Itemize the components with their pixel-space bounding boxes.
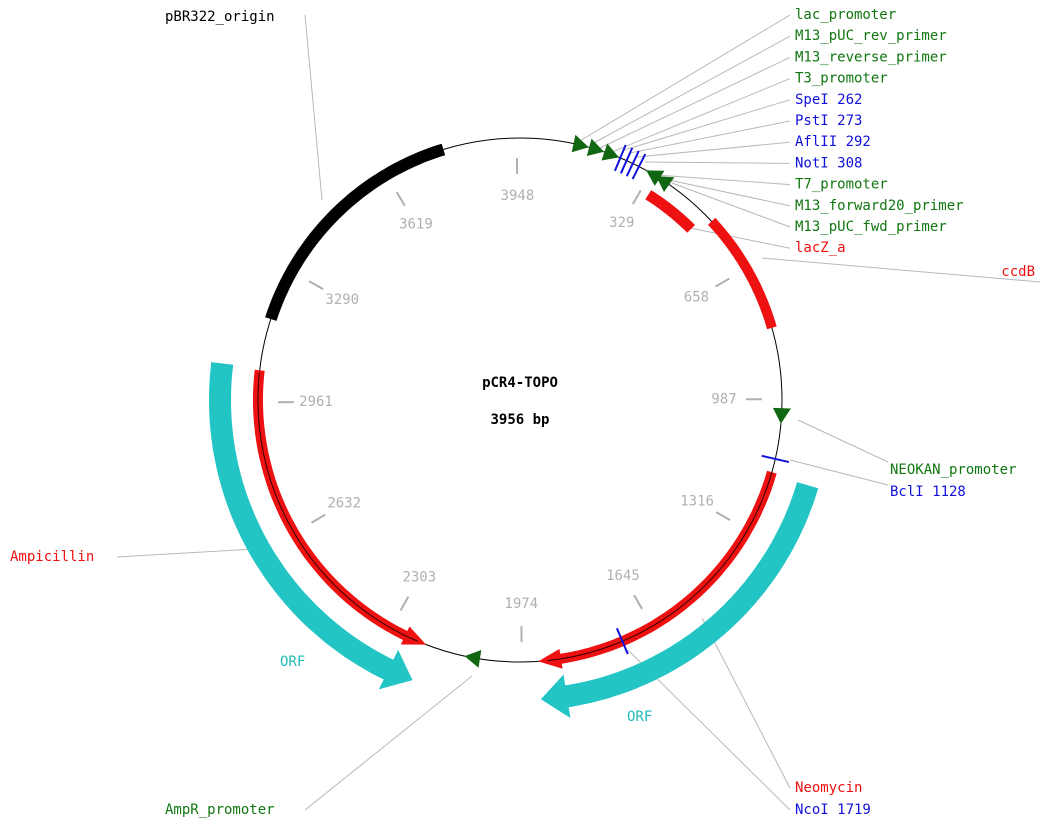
feature-label: Ampicillin	[10, 549, 94, 565]
promoter-arrow	[586, 138, 604, 156]
leader-line	[789, 459, 889, 486]
leader-line	[655, 174, 791, 186]
feature-label: PstI 273	[795, 113, 862, 129]
site-mark	[613, 144, 627, 172]
gene-line	[257, 372, 418, 642]
tick-label: 2961	[299, 394, 333, 410]
tick-label: 658	[684, 290, 709, 306]
tick-label: 3948	[501, 188, 535, 204]
leader-line	[663, 178, 791, 207]
leader-line	[629, 120, 791, 154]
site-label: NcoI 1719	[795, 802, 871, 818]
tick-label: 3619	[399, 217, 433, 233]
gene-line	[547, 472, 773, 662]
promoter-arrow	[601, 143, 619, 161]
site-mark	[619, 147, 634, 174]
tick-label: 329	[609, 215, 634, 231]
orf-arrow	[209, 362, 413, 690]
leader-line	[689, 227, 791, 249]
orf-label: ORF	[280, 654, 305, 670]
leader-line	[701, 617, 791, 789]
feature-label: Neomycin	[795, 780, 862, 796]
tick-mark	[631, 189, 642, 205]
tick-mark	[308, 280, 324, 290]
labels: pCR4-TOPO 3956 bp pBR322_origin ccdB NEO…	[10, 7, 1035, 818]
ccdb-arc	[645, 190, 695, 233]
feature-label: SpeI 262	[795, 92, 862, 108]
orf-label: ORF	[627, 709, 652, 725]
leader-line	[797, 419, 889, 463]
promoter-arrow	[656, 176, 675, 192]
feature-label: lac_promoter	[795, 7, 896, 23]
tick-mark	[714, 277, 730, 288]
tick-label: 2632	[327, 495, 361, 511]
tick-label: 1974	[504, 596, 538, 612]
leader-line	[304, 675, 473, 811]
feature-label: ccdB	[1001, 264, 1035, 280]
tick-mark	[399, 596, 410, 611]
feature-label: T3_promoter	[795, 71, 888, 87]
site-mark	[615, 627, 629, 655]
leader-line	[761, 257, 1041, 283]
feature-label: NEOKAN_promoter	[890, 462, 1016, 478]
site-mark	[631, 153, 647, 180]
orf-arrow	[540, 482, 819, 718]
site-mark	[625, 150, 640, 177]
site-mark	[761, 454, 790, 464]
feature-label: T7_promoter	[795, 177, 888, 193]
tick-label: 1645	[606, 568, 640, 584]
feature-label: AmpR_promoter	[165, 802, 275, 818]
promoter-arrow	[464, 650, 482, 668]
leader-line	[671, 182, 791, 228]
leader-line	[611, 78, 791, 153]
plasmid-name: pCR4-TOPO	[482, 375, 558, 391]
neomycin-arrow	[538, 470, 777, 669]
feature-label: pBR322_origin	[165, 9, 275, 25]
feature-label: NotI 308	[795, 155, 862, 171]
feature-label: M13_forward20_primer	[795, 198, 964, 214]
leader-line	[116, 547, 273, 558]
leader-line	[577, 14, 791, 143]
tick-mark	[395, 191, 406, 207]
promoter-arrow	[571, 134, 589, 153]
tick-mark	[633, 594, 643, 610]
leader-line	[644, 161, 791, 164]
feature-label: M13_pUC_fwd_primer	[795, 219, 947, 235]
leader-line	[623, 99, 791, 151]
leader-line	[589, 35, 791, 146]
tick-mark	[715, 511, 731, 521]
promoter-arrow	[772, 407, 791, 424]
site-label: BclI 1128	[890, 484, 966, 500]
leader-line	[304, 14, 323, 201]
feature-label: M13_pUC_rev_primer	[795, 28, 947, 44]
tick-label: 1316	[680, 493, 714, 509]
leader-line	[599, 56, 791, 149]
tick-label: 3290	[325, 292, 359, 308]
leader-line	[636, 141, 791, 158]
features	[116, 14, 1041, 811]
feature-label: M13_reverse_primer	[795, 49, 947, 65]
plasmid-size: 3956 bp	[490, 412, 549, 428]
tick-label: 987	[711, 391, 736, 407]
tick-mark	[310, 513, 326, 524]
feature-label: lacZ_a	[795, 240, 846, 256]
feature-label: AflII 292	[795, 134, 871, 150]
promoter-arrow	[646, 170, 665, 186]
lacz-arc	[708, 217, 777, 330]
tick-label: 2303	[402, 569, 436, 585]
